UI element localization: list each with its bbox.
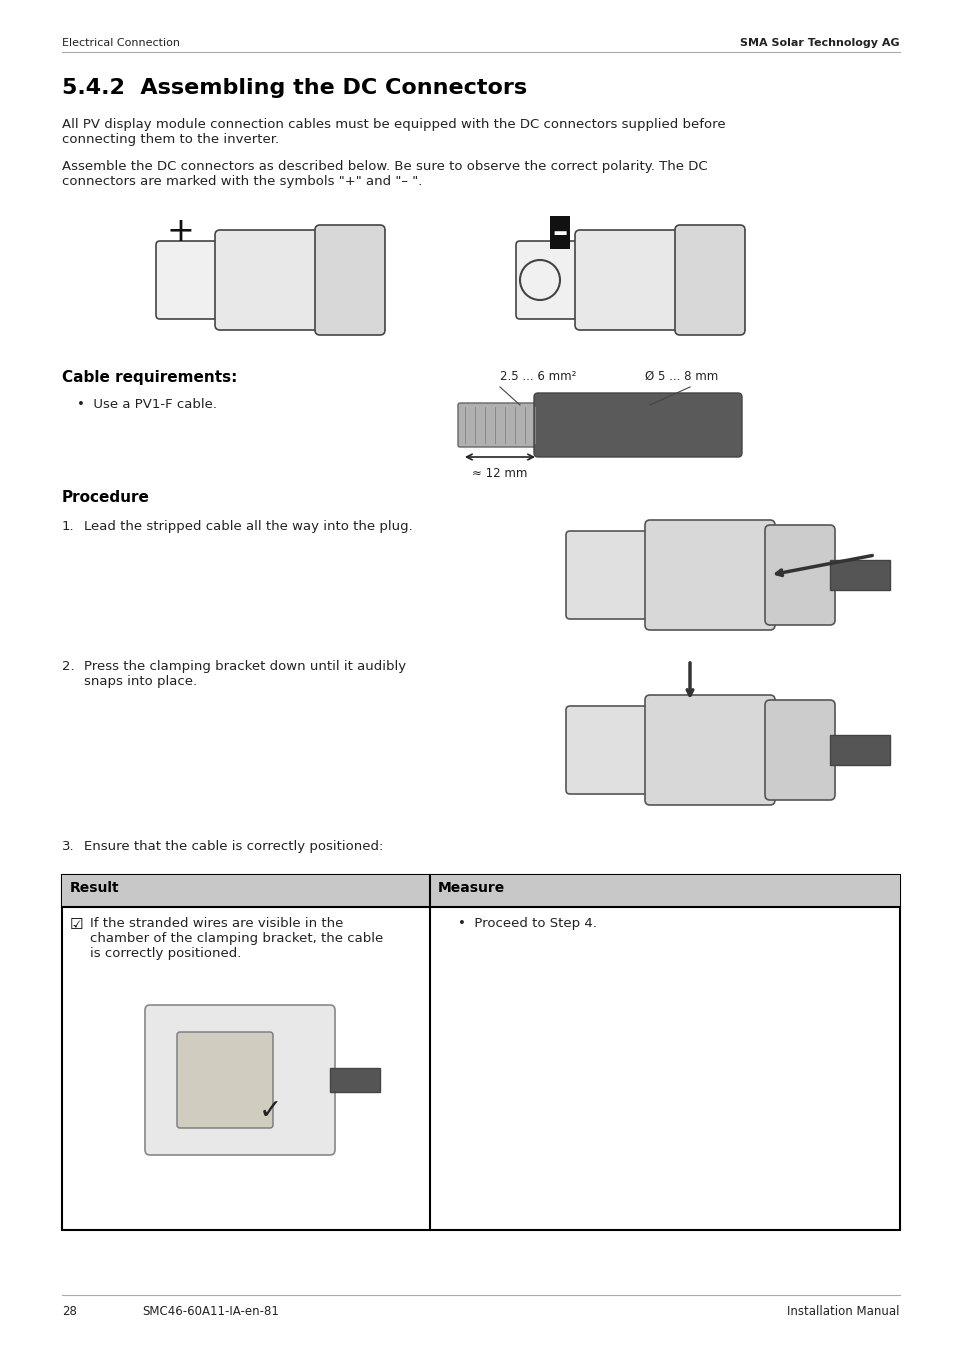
Text: Lead the stripped cable all the way into the plug.: Lead the stripped cable all the way into…	[84, 521, 413, 533]
FancyBboxPatch shape	[457, 403, 541, 448]
Text: Cable requirements:: Cable requirements:	[62, 370, 237, 385]
Text: ✓: ✓	[258, 1096, 281, 1125]
FancyBboxPatch shape	[565, 531, 654, 619]
Text: All PV display module connection cables must be equipped with the DC connectors : All PV display module connection cables …	[62, 118, 725, 146]
FancyBboxPatch shape	[534, 393, 741, 457]
Text: 1.: 1.	[62, 521, 74, 533]
Text: 28: 28	[62, 1305, 77, 1318]
FancyBboxPatch shape	[644, 521, 774, 630]
Bar	[62, 875, 899, 1230]
FancyBboxPatch shape	[829, 735, 889, 765]
FancyBboxPatch shape	[516, 241, 583, 319]
Text: Electrical Connection: Electrical Connection	[62, 38, 180, 49]
Text: SMC46-60A11-IA-en-81: SMC46-60A11-IA-en-81	[142, 1305, 278, 1318]
Text: SMA Solar Technology AG: SMA Solar Technology AG	[740, 38, 899, 49]
Text: •  Proceed to Step 4.: • Proceed to Step 4.	[457, 917, 597, 930]
Text: –: –	[552, 218, 567, 247]
FancyBboxPatch shape	[644, 695, 774, 804]
FancyBboxPatch shape	[764, 700, 834, 800]
Bar	[62, 875, 899, 907]
Text: Ø 5 ... 8 mm: Ø 5 ... 8 mm	[644, 370, 718, 383]
FancyBboxPatch shape	[145, 1005, 335, 1155]
Text: Result: Result	[70, 882, 119, 895]
Text: Measure: Measure	[437, 882, 505, 895]
FancyBboxPatch shape	[575, 230, 684, 330]
FancyBboxPatch shape	[214, 230, 325, 330]
Text: 2.5 ... 6 mm²: 2.5 ... 6 mm²	[499, 370, 576, 383]
Text: ☑: ☑	[70, 917, 84, 932]
FancyBboxPatch shape	[565, 706, 654, 794]
Text: +: +	[166, 215, 193, 247]
Text: 3.: 3.	[62, 840, 74, 853]
FancyBboxPatch shape	[156, 241, 224, 319]
Text: Press the clamping bracket down until it audibly
snaps into place.: Press the clamping bracket down until it…	[84, 660, 406, 688]
FancyBboxPatch shape	[764, 525, 834, 625]
Text: Assemble the DC connectors as described below. Be sure to observe the correct po: Assemble the DC connectors as described …	[62, 160, 707, 188]
Text: 2.: 2.	[62, 660, 74, 673]
Text: Installation Manual: Installation Manual	[786, 1305, 899, 1318]
FancyBboxPatch shape	[330, 1068, 379, 1092]
Text: Procedure: Procedure	[62, 489, 150, 506]
Text: ≈ 12 mm: ≈ 12 mm	[472, 466, 527, 480]
FancyBboxPatch shape	[177, 1032, 273, 1128]
Text: Ensure that the cable is correctly positioned:: Ensure that the cable is correctly posit…	[84, 840, 383, 853]
Text: 5.4.2  Assembling the DC Connectors: 5.4.2 Assembling the DC Connectors	[62, 78, 527, 97]
Text: If the stranded wires are visible in the
chamber of the clamping bracket, the ca: If the stranded wires are visible in the…	[90, 917, 383, 960]
FancyBboxPatch shape	[829, 560, 889, 589]
FancyBboxPatch shape	[675, 224, 744, 335]
FancyBboxPatch shape	[314, 224, 385, 335]
Text: •  Use a PV1-F cable.: • Use a PV1-F cable.	[77, 397, 216, 411]
